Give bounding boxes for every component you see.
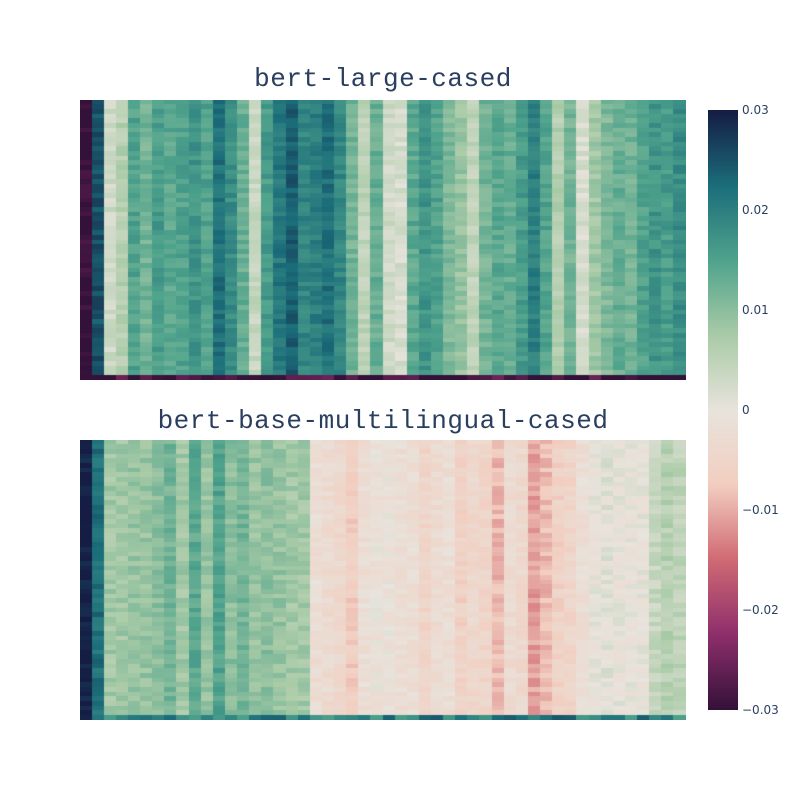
heatmap-title-bert-base-multilingual-cased: bert-base-multilingual-cased: [157, 406, 609, 436]
colorbar-tick-label: 0.02: [742, 203, 769, 217]
colorbar-tick-label: 0: [742, 403, 750, 417]
heatmap-bert-base-multilingual-cased: [80, 440, 686, 720]
colorbar-tick-label: −0.03: [742, 703, 779, 717]
colorbar-tick-label: 0.03: [742, 103, 769, 117]
colorbar: [708, 110, 738, 710]
colorbar-tick-label: 0.01: [742, 303, 769, 317]
colorbar-tick-label: −0.02: [742, 603, 779, 617]
heatmap-bert-large-cased: [80, 100, 686, 380]
heatmap-title-bert-large-cased: bert-large-cased: [254, 64, 512, 94]
colorbar-tick-label: −0.01: [742, 503, 779, 517]
